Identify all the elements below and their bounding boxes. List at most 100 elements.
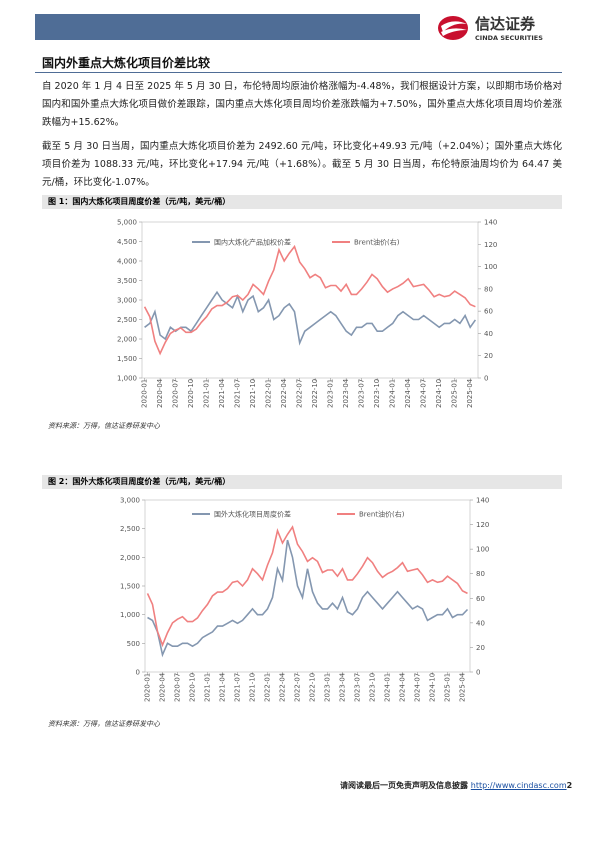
legend-label: 国外大炼化项目周度价差 xyxy=(214,510,291,519)
figure-caption: 图 1：国内大炼化项目周度价差（元/吨，美元/桶） xyxy=(42,195,562,209)
y-tick-label: 1,000 xyxy=(117,375,137,383)
x-tick-label: 2023-01 xyxy=(324,673,332,702)
x-tick-label: 2020-01 xyxy=(144,673,152,702)
y2-tick-label: 40 xyxy=(484,330,493,338)
x-tick-label: 2020-01 xyxy=(141,379,149,408)
y-tick-label: 1,500 xyxy=(117,355,137,363)
x-tick-label: 2023-07 xyxy=(354,673,362,702)
x-tick-label: 2024-07 xyxy=(414,673,422,702)
x-tick-label: 2020-10 xyxy=(189,673,197,702)
footer-text: 请阅读最后一页免责声明及信息披露 xyxy=(340,781,468,790)
x-tick-label: 2021-01 xyxy=(204,673,212,702)
y-tick-label: 5,000 xyxy=(117,219,137,227)
y2-tick-label: 80 xyxy=(476,570,485,578)
x-tick-label: 2024-07 xyxy=(420,379,428,408)
x-tick-label: 2020-04 xyxy=(156,378,164,408)
page-number: 2 xyxy=(566,781,573,790)
y-tick-label: 1,500 xyxy=(120,583,140,591)
series-line xyxy=(144,290,477,346)
series-line xyxy=(143,244,476,356)
source: 资料来源：万得，信达证券研发中心 xyxy=(48,422,160,430)
x-tick-label: 2022-04 xyxy=(279,672,287,702)
y2-tick-label: 100 xyxy=(476,546,489,554)
y-tick-label: 3,000 xyxy=(120,497,140,505)
chart: 1,000 1,500 2,000 2,500 3,000 3,500 4,000 4,500… xyxy=(117,219,497,409)
legend-label: Brent油价(右) xyxy=(359,510,405,519)
series-line xyxy=(146,525,468,648)
logo-en: CINDA SECURITIES xyxy=(475,34,543,42)
x-tick-label: 2021-04 xyxy=(219,672,227,702)
x-tick-label: 2025-04 xyxy=(466,378,474,408)
x-tick-label: 2025-01 xyxy=(451,379,459,408)
y2-tick-label: 120 xyxy=(476,521,489,529)
y2-tick-label: 120 xyxy=(484,241,497,249)
x-tick-label: 2021-10 xyxy=(249,673,257,702)
y2-tick-label: 60 xyxy=(476,595,485,603)
y-tick-label: 0 xyxy=(136,669,140,677)
y2-tick-label: 0 xyxy=(476,669,480,677)
y2-tick-label: 100 xyxy=(484,263,497,271)
y-tick-label: 2,000 xyxy=(120,554,140,562)
paragraph: 截至 5 月 30 日当周，国内重点大炼化项目价差为 2492.60 元/吨，环… xyxy=(42,141,562,188)
plot-frame xyxy=(141,221,479,379)
x-tick-label: 2020-07 xyxy=(172,379,180,408)
logo-cn: 信达证券 xyxy=(475,15,536,33)
x-tick-label: 2021-07 xyxy=(234,379,242,408)
y-tick-label: 4,000 xyxy=(117,258,137,266)
series-line xyxy=(147,539,469,658)
y-tick-label: 1,000 xyxy=(120,611,140,619)
y2-tick-label: 20 xyxy=(476,644,485,652)
paragraph: 自 2020 年 1 月 4 日至 2025 年 5 月 30 日，布伦特周均原… xyxy=(42,81,562,128)
section-title: 国内外重点大炼化项目价差比较 xyxy=(42,56,211,70)
chart: 0 500 1,000 1,500 2,000 2,500 3,000 0 20 40 60 80 10… xyxy=(120,497,489,703)
logo: 信达证券 CINDA SECURITIES xyxy=(438,15,543,42)
x-tick-label: 2023-10 xyxy=(373,379,381,408)
x-tick-label: 2022-10 xyxy=(309,673,317,702)
x-tick-label: 2024-04 xyxy=(404,378,412,408)
header-band xyxy=(35,14,420,40)
x-tick-label: 2024-10 xyxy=(435,379,443,408)
x-tick-label: 2024-01 xyxy=(384,673,392,702)
y-tick-label: 3,500 xyxy=(117,277,137,285)
x-tick-label: 2022-04 xyxy=(280,378,288,408)
x-tick-label: 2020-10 xyxy=(187,379,195,408)
y2-tick-label: 0 xyxy=(484,375,488,383)
x-tick-label: 2023-07 xyxy=(358,379,366,408)
source: 资料来源：万得，信达证券研发中心 xyxy=(48,720,160,728)
x-tick-label: 2022-07 xyxy=(294,673,302,702)
y2-tick-label: 80 xyxy=(484,285,493,293)
rule xyxy=(35,72,562,73)
x-tick-label: 2023-04 xyxy=(339,672,347,702)
y-tick-label: 4,500 xyxy=(117,238,137,246)
y-tick-label: 2,000 xyxy=(117,336,137,344)
x-tick-label: 2022-07 xyxy=(296,379,304,408)
legend-label: Brent油价(右) xyxy=(354,238,400,247)
x-tick-label: 2023-01 xyxy=(327,379,335,408)
x-tick-label: 2024-04 xyxy=(399,672,407,702)
x-tick-label: 2021-01 xyxy=(203,379,211,408)
y2-tick-label: 20 xyxy=(484,352,493,360)
x-tick-label: 2022-01 xyxy=(265,379,273,408)
x-tick-label: 2020-07 xyxy=(174,673,182,702)
x-tick-label: 2024-10 xyxy=(429,673,437,702)
x-tick-label: 2025-01 xyxy=(444,673,452,702)
x-tick-label: 2021-07 xyxy=(234,673,242,702)
y2-tick-label: 140 xyxy=(476,497,489,505)
y-tick-label: 500 xyxy=(127,640,140,648)
x-tick-label: 2021-04 xyxy=(218,378,226,408)
footer: 请阅读最后一页免责声明及信息披露 http://www.cindasc.com2 xyxy=(340,780,572,791)
x-tick-label: 2024-01 xyxy=(389,379,397,408)
x-tick-label: 2022-10 xyxy=(311,379,319,408)
x-tick-label: 2025-04 xyxy=(459,672,467,702)
y2-tick-label: 40 xyxy=(476,619,485,627)
footer-link[interactable]: http://www.cindasc.com xyxy=(470,781,567,790)
x-tick-label: 2020-04 xyxy=(159,672,167,702)
x-tick-label: 2023-04 xyxy=(342,378,350,408)
x-tick-label: 2021-10 xyxy=(249,379,257,408)
figure-caption: 图 2：国外大炼化项目周度价差（元/吨，美元/桶） xyxy=(42,475,562,489)
y-tick-label: 3,000 xyxy=(117,297,137,305)
y-tick-label: 2,500 xyxy=(120,525,140,533)
y2-tick-label: 60 xyxy=(484,308,493,316)
x-tick-label: 2023-10 xyxy=(369,673,377,702)
